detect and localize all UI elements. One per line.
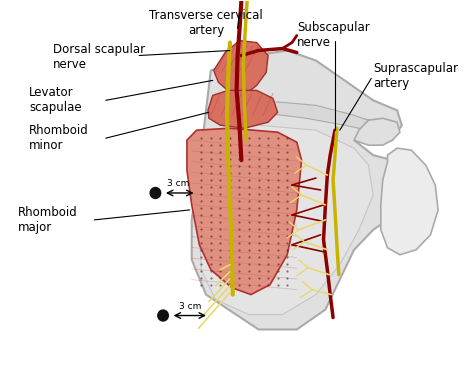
Circle shape — [150, 188, 161, 199]
Polygon shape — [214, 41, 268, 96]
Text: Rhomboid
minor: Rhomboid minor — [29, 124, 89, 152]
Text: 3 cm: 3 cm — [167, 179, 190, 188]
Polygon shape — [381, 148, 438, 255]
Polygon shape — [216, 100, 373, 130]
Text: Suprascapular
artery: Suprascapular artery — [373, 62, 458, 91]
Polygon shape — [191, 50, 402, 329]
Text: Dorsal scapular
nerve: Dorsal scapular nerve — [53, 42, 146, 71]
Polygon shape — [200, 125, 373, 315]
Polygon shape — [354, 118, 400, 145]
Text: Levator
scapulae: Levator scapulae — [29, 86, 82, 114]
Text: 3 cm: 3 cm — [179, 302, 201, 311]
Circle shape — [158, 310, 168, 321]
Text: Subscapular
nerve: Subscapular nerve — [297, 21, 370, 49]
Polygon shape — [187, 128, 301, 295]
Text: Rhomboid
major: Rhomboid major — [18, 206, 78, 234]
Polygon shape — [208, 90, 278, 128]
Text: Transverse cervical
artery: Transverse cervical artery — [149, 9, 263, 37]
